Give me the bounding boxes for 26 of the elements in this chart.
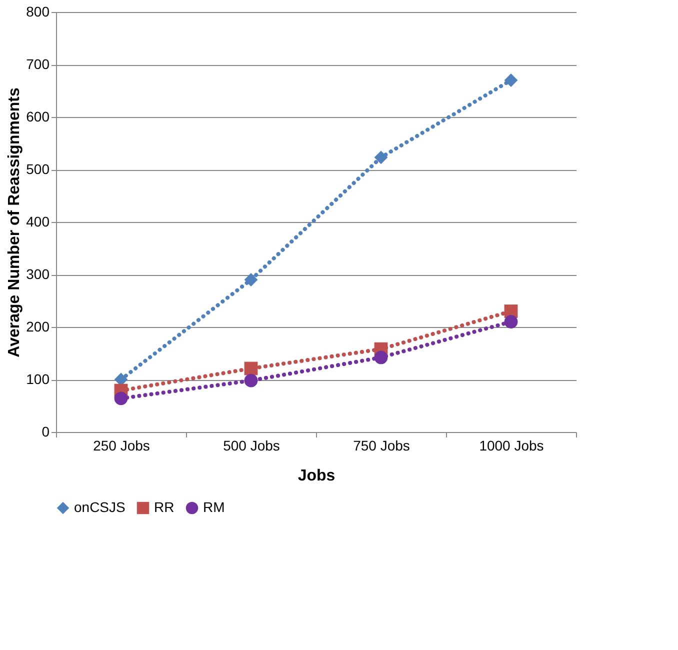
point — [244, 273, 258, 286]
y-tick-label: 200 — [26, 318, 50, 334]
point — [114, 392, 128, 406]
x-tick-label: 250 Jobs — [93, 438, 150, 454]
y-tick-label: 800 — [26, 4, 50, 20]
y-tick-label: 0 — [42, 424, 50, 440]
x-tick-label: 500 Jobs — [223, 438, 280, 454]
x-tick-label: 750 Jobs — [353, 438, 410, 454]
point — [374, 150, 388, 164]
y-tick-label: 500 — [26, 161, 50, 177]
y-tick-label: 100 — [26, 371, 50, 387]
legend-label: RM — [203, 499, 225, 515]
x-axis-title: Jobs — [298, 468, 336, 484]
point — [244, 362, 258, 376]
point — [244, 374, 258, 388]
point — [374, 350, 388, 364]
point — [504, 74, 518, 87]
legend-label: RR — [154, 499, 174, 515]
y-axis-title: Average Number of Reassignments — [6, 88, 24, 358]
x-tick-label: 1000 Jobs — [479, 438, 544, 454]
y-tick-label: 700 — [26, 56, 50, 72]
point — [504, 315, 518, 328]
y-tick-label: 300 — [26, 266, 50, 282]
y-tick-label: 600 — [26, 108, 50, 124]
y-tick-label: 400 — [26, 214, 50, 230]
legend-label: onCSJS — [74, 499, 126, 515]
